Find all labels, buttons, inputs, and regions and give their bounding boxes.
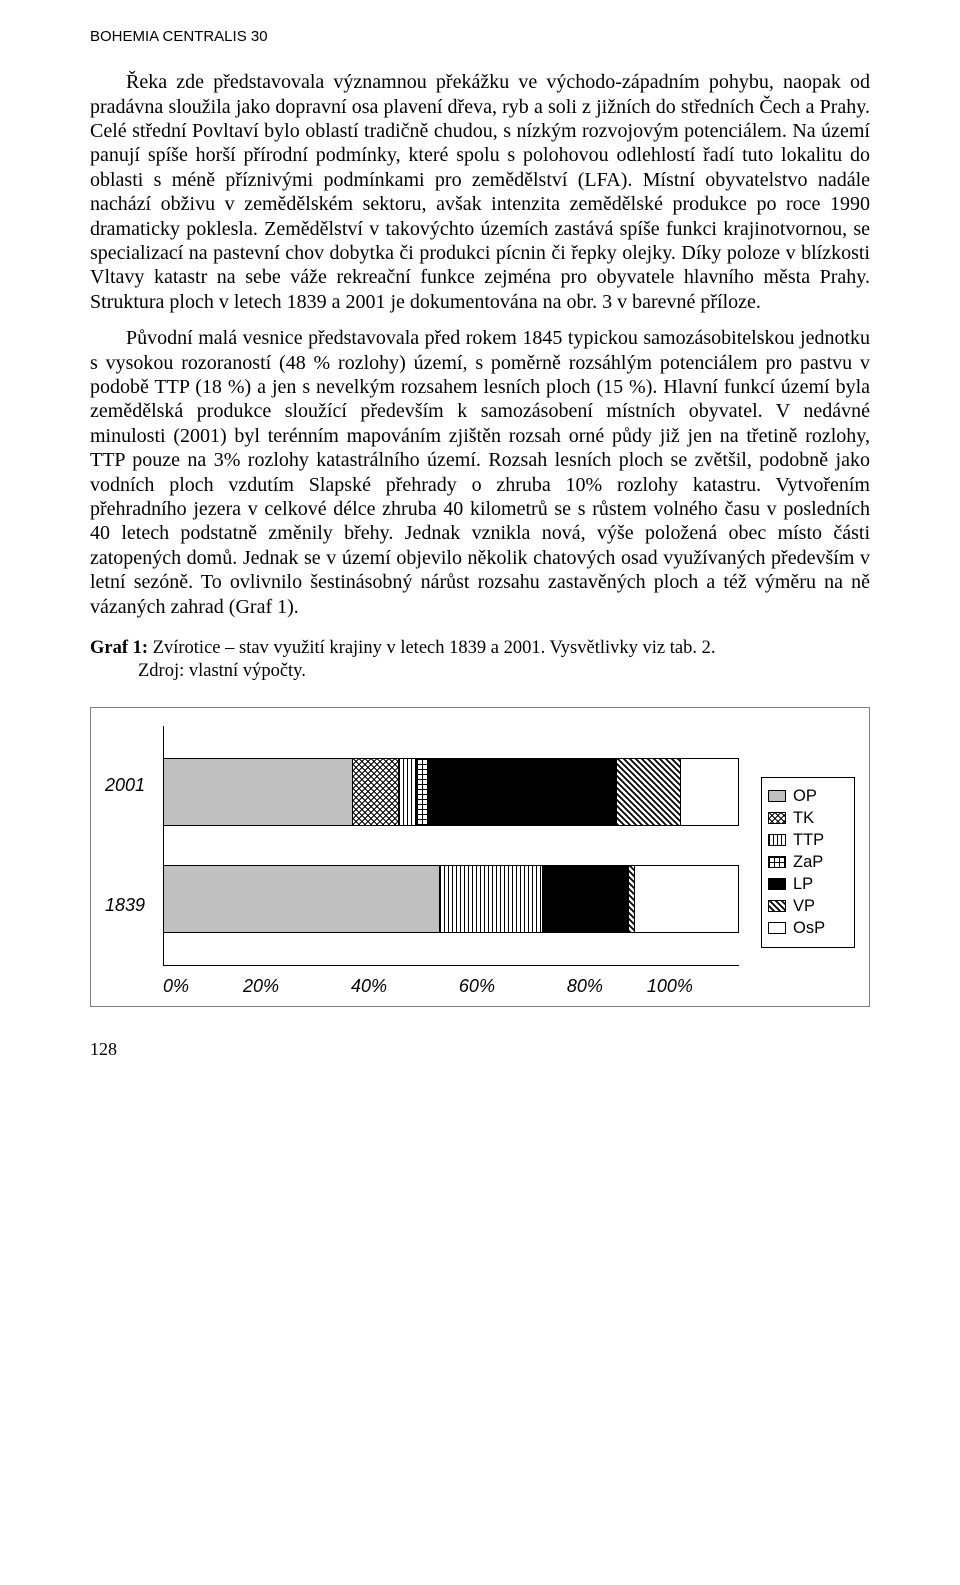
legend-swatch-ttp xyxy=(768,834,786,846)
bar-segment-ttp xyxy=(440,866,543,932)
x-ticks: 0% 20% 40% 60% 80% 100% xyxy=(163,976,739,998)
legend-label: VP xyxy=(793,896,815,916)
legend-label: OsP xyxy=(793,918,825,938)
legend-item-tk: TK xyxy=(768,808,848,828)
paragraph-2-text: Původní malá vesnice představovala před … xyxy=(90,326,870,619)
legend-label: ZaP xyxy=(793,852,823,872)
bar-segment-vp xyxy=(617,759,680,825)
bar-1839 xyxy=(164,865,739,933)
bar-segment-op xyxy=(164,866,440,932)
ylabel-2001: 2001 xyxy=(105,775,157,797)
legend-label: TK xyxy=(793,808,814,828)
x-tick: 40% xyxy=(351,976,387,998)
x-axis: 0% 20% 40% 60% 80% 100% xyxy=(105,976,739,998)
caption-label: Graf 1: xyxy=(90,638,148,658)
paragraph-2: Původní malá vesnice představovala před … xyxy=(90,326,870,619)
bar-segment-osp xyxy=(681,759,738,825)
legend-item-lp: LP xyxy=(768,874,848,894)
legend-item-zap: ZaP xyxy=(768,852,848,872)
x-tick: 60% xyxy=(459,976,495,998)
bar-segment-tk xyxy=(353,759,399,825)
legend-swatch-lp xyxy=(768,878,786,890)
bar-segment-ttp xyxy=(399,759,416,825)
paragraph-1-text: Řeka zde představovala významnou překážk… xyxy=(90,70,870,314)
bar-segment-op xyxy=(164,759,353,825)
legend-item-osp: OsP xyxy=(768,918,848,938)
plot-column: 2001 1839 0% 20% 40% 60% 80% 100% xyxy=(105,726,739,998)
running-header: BOHEMIA CENTRALIS 30 xyxy=(90,28,870,46)
caption-text: Zvírotice – stav využití krajiny v letec… xyxy=(148,638,715,658)
y-axis-labels: 2001 1839 xyxy=(105,726,163,966)
x-tick: 0% xyxy=(163,976,189,998)
legend: OPTKTTPZaPLPVPOsP xyxy=(761,777,855,948)
bar-segment-osp xyxy=(635,866,738,932)
legend-label: OP xyxy=(793,786,817,806)
figure-caption: Graf 1: Zvírotice – stav využití krajiny… xyxy=(90,637,870,683)
legend-swatch-op xyxy=(768,790,786,802)
legend-item-ttp: TTP xyxy=(768,830,848,850)
x-tick: 100% xyxy=(647,976,693,998)
page-number: 128 xyxy=(90,1039,870,1061)
legend-swatch-osp xyxy=(768,922,786,934)
legend-swatch-vp xyxy=(768,900,786,912)
bar-2001 xyxy=(164,758,739,826)
bars-area xyxy=(163,726,739,966)
bar-segment-lp xyxy=(428,759,617,825)
legend-item-vp: VP xyxy=(768,896,848,916)
paragraph-1: Řeka zde představovala významnou překážk… xyxy=(90,70,870,314)
chart-container: 2001 1839 0% 20% 40% 60% 80% 100% OPTKTTPZaPL… xyxy=(90,707,870,1007)
x-tick: 20% xyxy=(243,976,279,998)
caption-source: Zdroj: vlastní výpočty. xyxy=(90,660,870,683)
ylabel-1839: 1839 xyxy=(105,895,157,917)
legend-item-op: OP xyxy=(768,786,848,806)
legend-swatch-tk xyxy=(768,812,786,824)
legend-swatch-zap xyxy=(768,856,786,868)
legend-label: TTP xyxy=(793,830,824,850)
plot: 2001 1839 xyxy=(105,726,739,966)
bar-segment-lp xyxy=(543,866,629,932)
legend-label: LP xyxy=(793,874,813,894)
bar-segment-zap xyxy=(417,759,428,825)
x-tick: 80% xyxy=(567,976,603,998)
chart-area: 2001 1839 0% 20% 40% 60% 80% 100% OPTKTTPZaPL… xyxy=(105,726,855,998)
